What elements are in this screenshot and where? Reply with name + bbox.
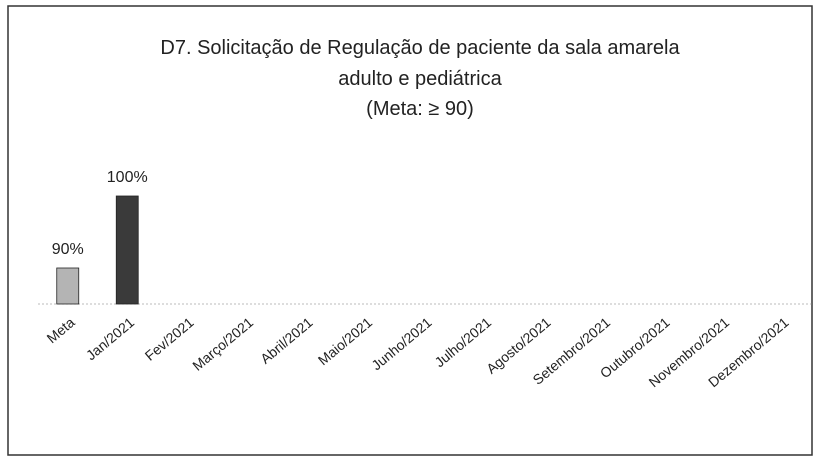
chart-frame <box>7 5 813 456</box>
chart-title: D7. Solicitação de Regulação de paciente… <box>160 37 680 59</box>
data-label: 100% <box>107 169 148 186</box>
chart-title: adulto e pediátrica <box>338 68 502 90</box>
chart-subtitle: (Meta: ≥ 90) <box>366 98 474 120</box>
bar <box>56 267 80 305</box>
data-label: 90% <box>52 241 84 258</box>
bar <box>115 195 139 305</box>
